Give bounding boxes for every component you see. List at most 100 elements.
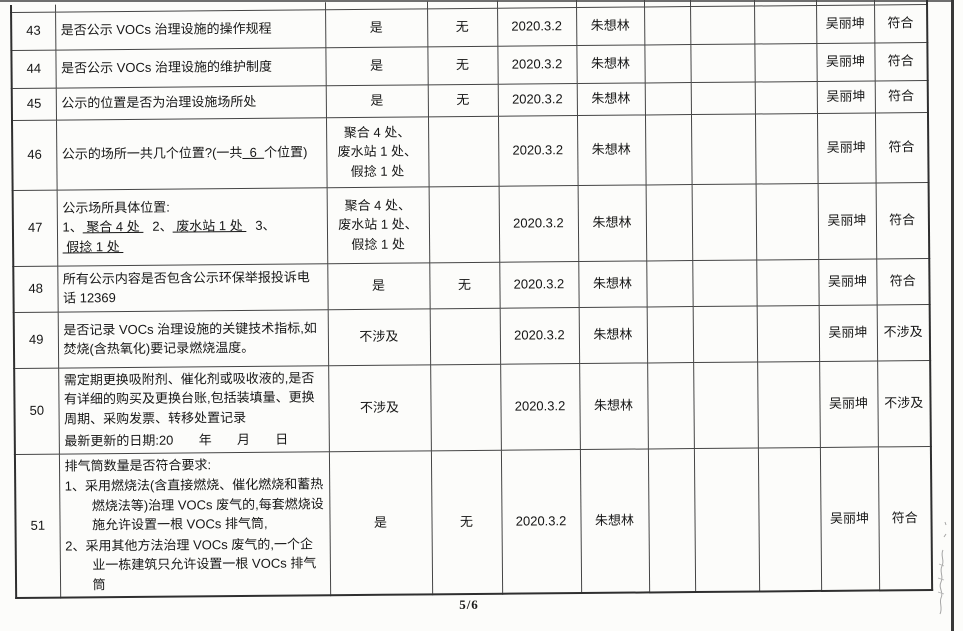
row-number-cell: 45 [11, 87, 57, 120]
empty-cell [646, 306, 694, 363]
inspector-cell: 朱想林 [576, 114, 646, 186]
item-text: 采用其他方法治理 VOCs 废气的,一个企业一栋建筑只允许设置一根 VOCs 排… [85, 535, 317, 592]
empty-cell [644, 6, 691, 45]
question-cell: 是否公示 VOCs 治理设施的维护制度 [55, 47, 326, 88]
question-date-blank-line: 最新更新的日期:20 年 月 日 [64, 431, 289, 449]
empty-cell [693, 447, 760, 593]
empty-cell [644, 114, 692, 185]
page-number: 5/6 [459, 597, 479, 612]
question-cell: 需定期更换吸附剂、催化剂或吸收液的,是否有详细的购买及更换台账,包括装填量、更换… [58, 365, 329, 454]
empty-cell [754, 42, 817, 82]
question-filled-answer: 6 [242, 145, 265, 161]
question-text: 需定期更换吸附剂、催化剂或吸收液的,是否有详细的购买及更换台账,包括装填量、更换… [63, 369, 315, 427]
result-cell: 符合 [876, 257, 930, 305]
item-label: 2、 [152, 218, 173, 235]
answer-text-cell: 不涉及 [327, 308, 431, 366]
row-number-cell: 48 [13, 265, 58, 312]
empty-cell [644, 82, 691, 115]
item-label: 1、 [62, 219, 83, 235]
row-number-cell: 47 [12, 189, 58, 266]
inspector-cell: 朱想林 [577, 184, 647, 262]
result-cell: 不涉及 [877, 359, 931, 447]
reviewer-cell: 吴丽坤 [816, 4, 875, 43]
reviewer-cell: 吴丽坤 [816, 80, 875, 113]
empty-cell [756, 258, 819, 306]
row-number-cell: 43 [11, 11, 56, 50]
empty-cell [754, 4, 817, 44]
empty-cell [757, 446, 822, 592]
empty-cell [690, 43, 755, 83]
check-date-cell: 2020.3.2 [497, 83, 577, 116]
result-cell: 不涉及 [876, 303, 931, 361]
table-row: 46 公示的场所一共几个位置?(一共 6 个位置) 聚合 4 处、 废水站 1 … [12, 111, 929, 190]
empty-cell [755, 182, 819, 260]
empty-cell [647, 448, 696, 593]
reviewer-cell: 吴丽坤 [819, 446, 880, 591]
question-items: 1、 聚合 4 处 2、 废水站 1 处 3、 假捻 1 处 [62, 216, 321, 257]
check-date-cell: 2020.3.2 [498, 185, 579, 262]
result-cell: 符合 [874, 111, 929, 183]
audit-checklist-table: 43 是否公示 VOCs 治理设施的操作规程 是 无 2020.3.2 朱想林 … [10, 0, 934, 599]
inspector-cell: 朱想林 [576, 44, 645, 84]
check-date-cell: 2020.3.2 [497, 115, 578, 186]
question-text: 公示的场所一共几个位置?(一共 [61, 145, 243, 162]
item-filled-answer: 聚合 4 处 [82, 219, 144, 235]
check-date-cell: 2020.3.2 [500, 363, 580, 450]
answer-yes-cell: 是 [328, 450, 433, 596]
answer-no-cell: 无 [427, 7, 498, 47]
reviewer-cell: 吴丽坤 [818, 258, 877, 305]
inspector-cell: 朱想林 [576, 82, 645, 116]
empty-cell [690, 113, 756, 185]
question-cell: 公示场所具体位置: 1、 聚合 4 处 2、 废水站 1 处 3、 假捻 1 处 [56, 187, 328, 266]
item-label: 3、 [255, 217, 276, 234]
empty-cell [756, 304, 820, 362]
question-title: 排气筒数量是否符合要求: [64, 456, 212, 474]
answer-no-cell: 无 [427, 83, 498, 117]
table-row: 50 需定期更换吸附剂、催化剂或吸收液的,是否有详细的购买及更换台账,包括装填量… [14, 359, 931, 454]
margin-handwriting-artifact [937, 521, 947, 615]
row-number-cell: 44 [11, 49, 56, 88]
result-cell: 符合 [875, 181, 930, 259]
table-row: 47 公示场所具体位置: 1、 聚合 4 处 2、 废水站 1 处 3、 假捻 … [12, 181, 930, 266]
answer-no-cell [428, 185, 500, 263]
question-text: 个位置) [263, 144, 308, 161]
result-cell: 符合 [874, 3, 928, 43]
table-row: 51 排气筒数量是否符合要求: 1、采用燃烧法(含直接燃烧、催化燃烧和蓄热燃烧法… [14, 445, 933, 598]
answer-text-cell: 聚合 4 处、 废水站 1 处、 假捻 1 处 [325, 116, 429, 188]
result-cell: 符合 [877, 445, 933, 591]
reviewer-cell: 吴丽坤 [818, 304, 878, 361]
check-date-cell: 2020.3.2 [497, 45, 577, 84]
item-label: 2、 [65, 537, 86, 554]
reviewer-cell: 吴丽坤 [816, 112, 876, 183]
check-date-cell: 2020.3.2 [497, 7, 577, 46]
question-cell: 排气筒数量是否符合要求: 1、采用燃烧法(含直接燃烧、催化燃烧和蓄热燃烧法等)治… [58, 451, 331, 598]
question-cell: 所有公示内容是否包含公示环保举报投诉电话 12369 [57, 263, 328, 312]
answer-no-cell [429, 307, 501, 365]
empty-cell [645, 184, 693, 261]
reviewer-cell: 吴丽坤 [817, 182, 877, 259]
empty-cell [754, 80, 817, 114]
document-sheet: 43 是否公示 VOCs 治理设施的操作规程 是 无 2020.3.2 朱想林 … [10, 0, 934, 599]
answer-yes-cell: 是 [325, 8, 428, 48]
answer-yes-cell: 是 [325, 46, 428, 86]
result-cell: 符合 [874, 79, 928, 113]
item-text: 采用燃烧法(含直接燃烧、催化燃烧和蓄热燃烧法等)治理 VOCs 废气的,每套燃烧… [84, 476, 324, 533]
question-cell: 是否公示 VOCs 治理设施的操作规程 [55, 9, 326, 50]
reviewer-cell: 吴丽坤 [819, 360, 878, 447]
empty-cell [644, 44, 691, 83]
row-number-cell: 51 [14, 453, 61, 598]
inspector-cell: 朱想林 [579, 448, 650, 594]
answer-no-cell: 无 [429, 261, 500, 309]
inspector-cell: 朱想林 [578, 260, 647, 308]
answer-yes-cell: 是 [327, 262, 430, 310]
row-number-cell: 50 [14, 367, 59, 454]
question-cell: 公示的位置是否为治理设施场所处 [55, 85, 326, 120]
row-number-cell: 46 [12, 119, 57, 190]
empty-cell [757, 360, 820, 448]
scan-top-edge-artifact [0, 0, 952, 2]
answer-no-cell: 无 [427, 45, 498, 85]
table-row: 48 所有公示内容是否包含公示环保举报投诉电话 12369 是 无 2020.3… [13, 257, 930, 312]
row-number-cell: 49 [13, 311, 59, 368]
empty-cell [754, 112, 818, 184]
